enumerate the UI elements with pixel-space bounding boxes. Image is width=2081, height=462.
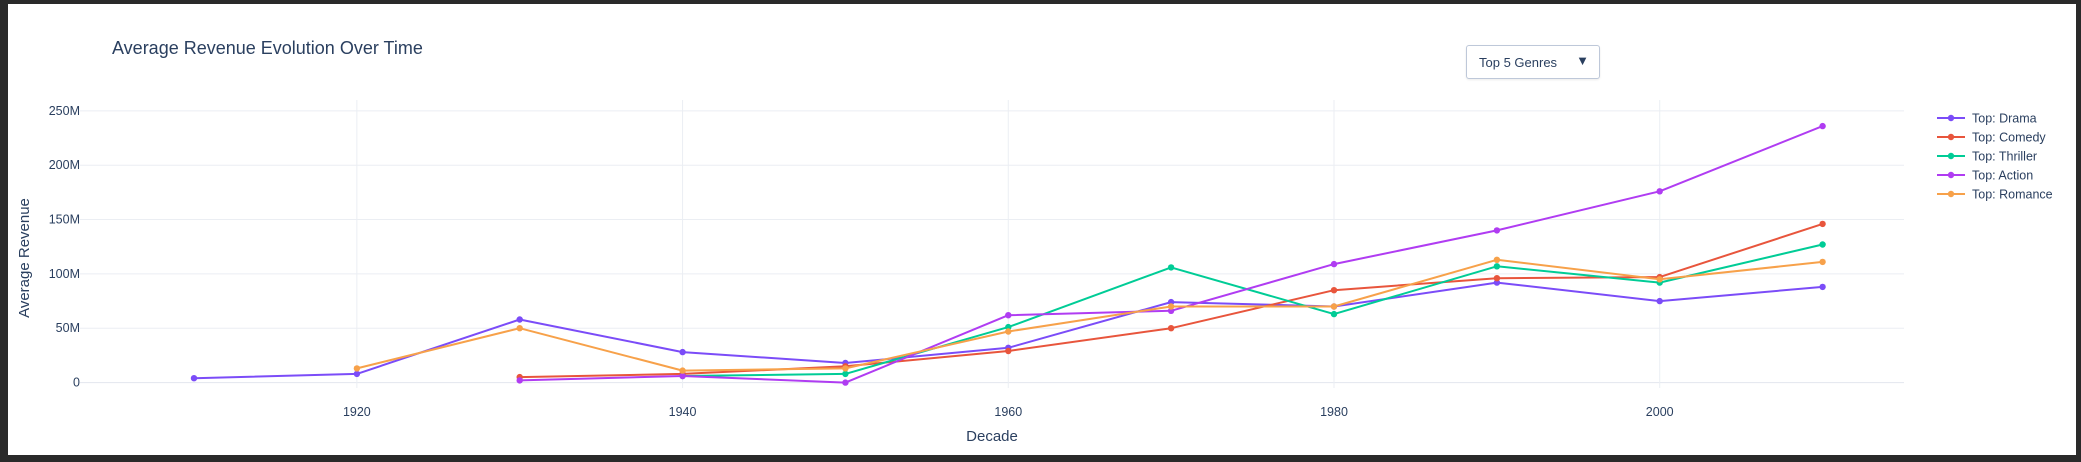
x-tick-label: 1960 [994, 405, 1022, 419]
data-point [842, 370, 849, 378]
series-top-romance [353, 256, 1826, 374]
data-point [842, 379, 849, 386]
line-chart: Decade Average Revenue 0 50M 100M 150M 200M 2… [16, 100, 2053, 445]
data-point [1167, 264, 1175, 271]
legend-item: Top: Thriller [1937, 150, 2037, 164]
y-tick-label: 100M [49, 267, 80, 281]
data-point [1656, 276, 1663, 283]
data-point [190, 375, 198, 382]
x-tick-label: 2000 [1646, 405, 1674, 419]
x-axis-title: Decade [966, 428, 1018, 445]
legend-label: Top: Action [1972, 169, 2033, 183]
legend-label: Top: Romance [1972, 188, 2053, 202]
data-point [1167, 303, 1175, 310]
data-point [1493, 275, 1501, 282]
data-point [353, 370, 361, 378]
x-tick-label: 1940 [669, 405, 697, 419]
grid-layer [80, 100, 1904, 388]
y-tick-label: 200M [49, 158, 80, 172]
legend-item: Top: Romance [1937, 188, 2053, 202]
legend-marker [1947, 190, 1955, 198]
data-point [1493, 256, 1501, 263]
data-point [1005, 347, 1012, 355]
data-point [1819, 122, 1826, 130]
data-point [1330, 260, 1338, 268]
data-point [1493, 263, 1501, 270]
series-layer [190, 122, 1826, 386]
y-tick-label: 150M [49, 213, 80, 227]
data-point [1330, 287, 1338, 294]
x-tick-label: 1980 [1320, 405, 1348, 419]
data-point [1656, 297, 1663, 305]
series-top-action [516, 122, 1826, 386]
data-point [516, 316, 523, 323]
legend-marker [1947, 133, 1955, 141]
legend-label: Top: Thriller [1972, 150, 2037, 164]
series-top-drama [190, 279, 1826, 382]
data-point [1493, 227, 1501, 234]
data-point [1330, 303, 1338, 310]
y-tick-label: 50M [56, 321, 80, 335]
data-point [1493, 279, 1501, 286]
genre-filter-dropdown[interactable]: Top 5 Genres ▼ [1466, 45, 1600, 79]
data-point [1819, 220, 1826, 228]
data-point [1167, 298, 1175, 306]
data-point [679, 367, 686, 374]
data-point [1819, 283, 1826, 291]
legend-item: Top: Comedy [1937, 131, 2046, 145]
y-tick-label: 250M [49, 104, 80, 118]
legend-item: Top: Action [1937, 169, 2033, 183]
legend: Top: Drama Top: Comedy Top: Thriller Top: A… [1937, 112, 2053, 202]
data-point [1819, 258, 1826, 266]
dropdown-label: Top 5 Genres [1479, 55, 1558, 70]
data-point [1005, 328, 1012, 335]
data-point [1656, 188, 1663, 195]
legend-item: Top: Drama [1937, 112, 2037, 126]
data-point [1330, 310, 1338, 318]
series-line [682, 243, 1823, 377]
series-line [519, 125, 1823, 384]
legend-marker [1947, 171, 1955, 179]
data-point [1005, 323, 1012, 331]
chart-title: Average Revenue Evolution Over Time [112, 38, 423, 58]
data-point [516, 377, 523, 384]
series-line [356, 258, 1823, 372]
data-point [842, 365, 849, 372]
y-tick-label: 0 [73, 376, 80, 390]
legend-label: Top: Comedy [1972, 131, 2046, 145]
legend-marker [1947, 152, 1955, 160]
caret-down-icon: ▼ [1576, 53, 1589, 68]
chart-container: Average Revenue Evolution Over Time Top … [8, 4, 2076, 455]
legend-label: Top: Drama [1972, 112, 2037, 126]
y-axis-title: Average Revenue [16, 198, 33, 318]
axis-layer: Decade Average Revenue 0 50M 100M 150M 200M 2… [16, 104, 1674, 445]
series-top-thriller [679, 241, 1826, 380]
data-point [1167, 325, 1175, 332]
data-point [353, 365, 361, 372]
data-point [679, 372, 686, 380]
data-point [679, 348, 686, 356]
legend-marker [1947, 114, 1955, 122]
data-point [1819, 241, 1826, 248]
data-point [516, 325, 523, 332]
x-tick-label: 1920 [343, 405, 371, 419]
data-point [1005, 312, 1012, 319]
